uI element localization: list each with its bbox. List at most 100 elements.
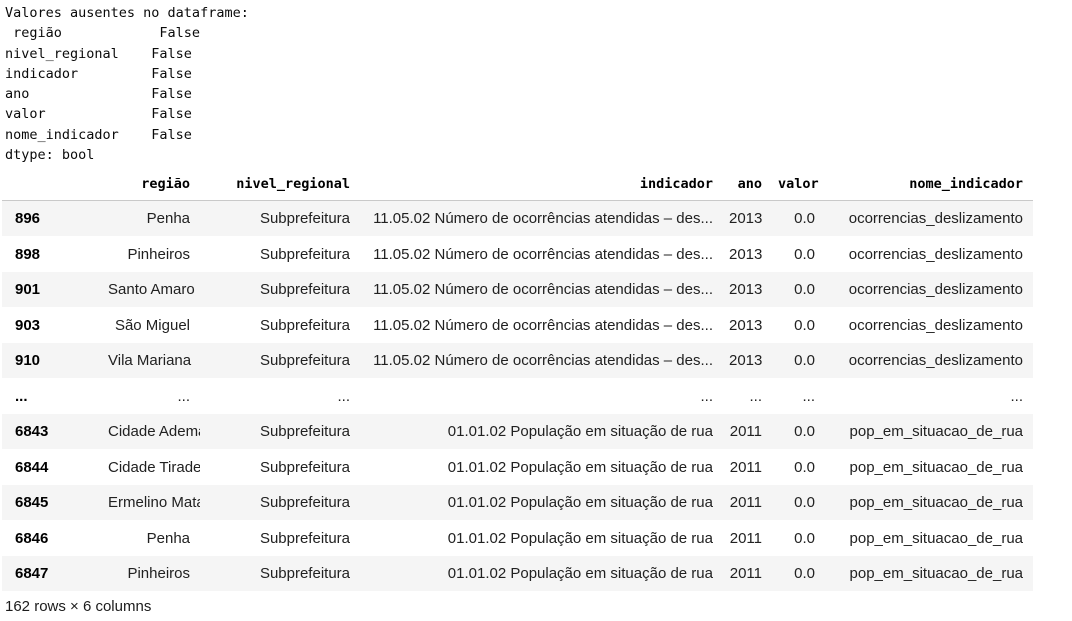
cell-nivel-regional: Subprefeitura — [259, 352, 350, 370]
table-row: 6846 Penha Subprefeitura 01.01.02 Popula… — [2, 520, 1033, 556]
cell-nome-indicador: ocorrencias_deslizamento — [848, 352, 1023, 370]
table-row: 910 Vila Mariana Subprefeitura 11.05.02 … — [2, 342, 1033, 379]
header-row: região nivel_regional indicador ano valo… — [2, 169, 1033, 202]
table-row: 896 Penha Subprefeitura 11.05.02 Número … — [2, 200, 1033, 237]
cell-regiao: Cidade Ademar — [108, 423, 200, 441]
row-index: 898 — [15, 245, 41, 263]
cell-ano: 2011 — [729, 458, 762, 476]
cell-valor: ... — [802, 387, 815, 405]
cell-ano: 2013 — [729, 281, 763, 299]
cell-valor: 0.0 — [794, 494, 815, 512]
cell-nivel-regional: Subprefeitura — [259, 565, 350, 583]
cell-ano: 2013 — [729, 245, 763, 263]
cell-valor: 0.0 — [794, 210, 815, 228]
dataframe-table: região nivel_regional indicador ano valo… — [2, 169, 1033, 592]
cell-nome-indicador: pop_em_situacao_de_rua — [849, 423, 1023, 441]
cell-valor: 0.0 — [794, 529, 815, 547]
table-row: 6845 Ermelino Matarazzo Subprefeitura 01… — [2, 484, 1033, 521]
cell-nome-indicador: pop_em_situacao_de_rua — [849, 565, 1023, 583]
cell-ano: ... — [749, 387, 762, 405]
cell-nome-indicador: ocorrencias_deslizamento — [848, 316, 1023, 334]
cell-valor: 0.0 — [794, 245, 815, 263]
cell-indicador: 11.05.02 Número de ocorrências atendidas… — [373, 245, 713, 263]
cell-indicador: 11.05.02 Número de ocorrências atendidas… — [373, 210, 713, 228]
col-header-indicador: indicador — [360, 169, 723, 202]
cell-nome-indicador: pop_em_situacao_de_rua — [849, 458, 1023, 476]
cell-nivel-regional: Subprefeitura — [259, 458, 350, 476]
cell-nome-indicador: pop_em_situacao_de_rua — [849, 494, 1023, 512]
cell-ano: 2011 — [729, 494, 762, 512]
col-header-valor: valor — [772, 169, 825, 202]
cell-regiao: Cidade Tiradentes — [108, 458, 200, 476]
cell-ano: 2011 — [729, 423, 762, 441]
row-index: 6845 — [15, 494, 49, 512]
cell-indicador: 01.01.02 População em situação de rua — [447, 458, 713, 476]
col-header-regiao: região — [102, 169, 200, 202]
cell-valor: 0.0 — [794, 423, 815, 441]
cell-indicador: 01.01.02 População em situação de rua — [447, 494, 713, 512]
cell-regiao: Pinheiros — [127, 565, 190, 583]
cell-nivel-regional: Subprefeitura — [259, 316, 350, 334]
cell-nome-indicador: ocorrencias_deslizamento — [848, 210, 1023, 228]
cell-nivel-regional: ... — [337, 387, 350, 405]
row-index: 901 — [15, 281, 41, 299]
row-index: ... — [15, 387, 28, 405]
cell-indicador: ... — [700, 387, 713, 405]
table-row: 6843 Cidade Ademar Subprefeitura 01.01.0… — [2, 413, 1033, 450]
cell-ano: 2013 — [729, 316, 763, 334]
cell-regiao: Ermelino Matarazzo — [108, 494, 200, 512]
table-row: 6847 Pinheiros Subprefeitura 01.01.02 Po… — [2, 555, 1033, 592]
col-header-nivel-regional: nivel_regional — [200, 169, 360, 202]
table-row: 898 Pinheiros Subprefeitura 11.05.02 Núm… — [2, 236, 1033, 272]
cell-indicador: 11.05.02 Número de ocorrências atendidas… — [373, 352, 713, 370]
cell-indicador: 01.01.02 População em situação de rua — [447, 565, 713, 583]
cell-regiao: Vila Mariana — [108, 352, 192, 370]
cell-nivel-regional: Subprefeitura — [259, 529, 350, 547]
cell-nivel-regional: Subprefeitura — [259, 494, 350, 512]
col-header-nome-indicador: nome_indicador — [825, 169, 1033, 202]
cell-nivel-regional: Subprefeitura — [259, 210, 350, 228]
row-index: 896 — [15, 210, 41, 228]
cell-regiao: Pinheiros — [127, 245, 190, 263]
col-header-index — [2, 169, 102, 202]
row-index: 903 — [15, 316, 41, 334]
cell-valor: 0.0 — [794, 458, 815, 476]
row-index: 6844 — [15, 458, 49, 476]
cell-indicador: 01.01.02 População em situação de rua — [447, 423, 713, 441]
cell-regiao: Penha — [146, 210, 190, 228]
row-index: 6846 — [15, 529, 49, 547]
dataframe-shape: 162 rows × 6 columns — [5, 598, 152, 616]
cell-ano: 2013 — [729, 352, 763, 370]
cell-regiao: Santo Amaro — [108, 281, 195, 299]
table-row: 901 Santo Amaro Subprefeitura 11.05.02 N… — [2, 271, 1033, 308]
table-row: 903 São Miguel Subprefeitura 11.05.02 Nú… — [2, 307, 1033, 343]
cell-indicador: 01.01.02 População em situação de rua — [447, 529, 713, 547]
cell-valor: 0.0 — [794, 316, 815, 334]
col-header-ano: ano — [723, 169, 772, 202]
row-index: 6843 — [15, 423, 49, 441]
cell-ano: 2013 — [729, 210, 763, 228]
row-index: 910 — [15, 352, 41, 370]
cell-valor: 0.0 — [794, 281, 815, 299]
cell-valor: 0.0 — [794, 565, 815, 583]
cell-indicador: 11.05.02 Número de ocorrências atendidas… — [373, 316, 713, 334]
cell-nivel-regional: Subprefeitura — [259, 423, 350, 441]
cell-regiao: Penha — [146, 529, 190, 547]
cell-nivel-regional: Subprefeitura — [259, 281, 350, 299]
cell-regiao: São Miguel — [114, 316, 190, 334]
missing-values-output: Valores ausentes no dataframe: região Fa… — [5, 5, 249, 164]
cell-indicador: 11.05.02 Número de ocorrências atendidas… — [373, 281, 713, 299]
cell-nome-indicador: ocorrencias_deslizamento — [848, 281, 1023, 299]
cell-regiao: ... — [177, 387, 190, 405]
cell-valor: 0.0 — [794, 352, 815, 370]
cell-nivel-regional: Subprefeitura — [259, 245, 350, 263]
cell-ano: 2011 — [729, 529, 762, 547]
table-row-ellipsis: ... ... ... ... ... ... ... — [2, 378, 1033, 414]
cell-nome-indicador: ocorrencias_deslizamento — [848, 245, 1023, 263]
cell-nome-indicador: ... — [1010, 387, 1023, 405]
row-index: 6847 — [15, 565, 49, 583]
table-row: 6844 Cidade Tiradentes Subprefeitura 01.… — [2, 449, 1033, 485]
cell-nome-indicador: pop_em_situacao_de_rua — [849, 529, 1023, 547]
cell-ano: 2011 — [729, 565, 762, 583]
